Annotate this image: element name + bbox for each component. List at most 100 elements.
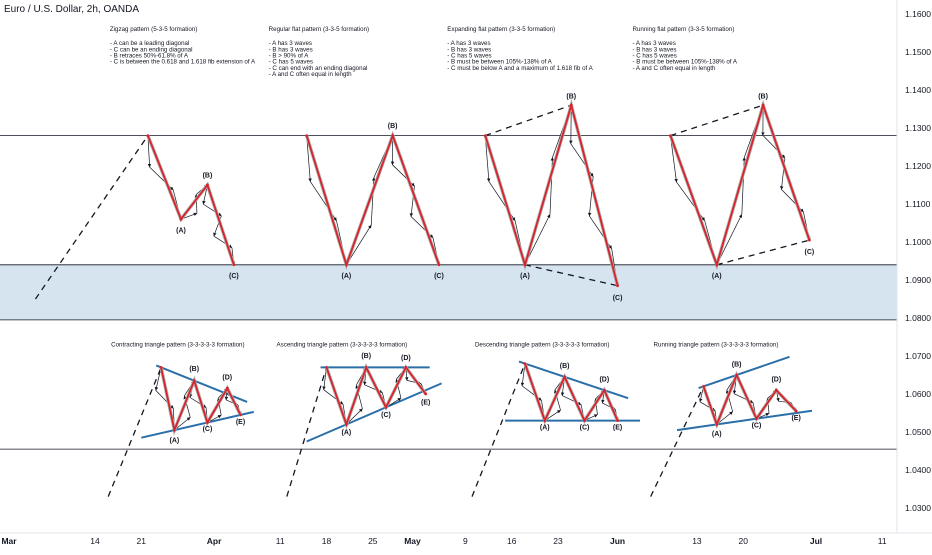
wave-label: (A) xyxy=(540,424,550,431)
x-tick-label: 20 xyxy=(739,536,749,546)
wave-point xyxy=(735,374,738,377)
y-tick-label: 1.1000 xyxy=(905,237,931,247)
pattern-title: Expanding flat pattern (3-3-5 formation) xyxy=(447,26,555,33)
y-tick-label: 1.0600 xyxy=(905,389,931,399)
wave-point xyxy=(345,263,348,266)
wave-label: (B) xyxy=(566,93,576,100)
wave-label: (E) xyxy=(613,424,622,431)
pattern-title: Regular flat pattern (3-3-5 formation) xyxy=(269,26,369,33)
wave-label: (B) xyxy=(732,361,742,368)
wave-label: (B) xyxy=(560,363,570,370)
wave-point xyxy=(193,379,196,382)
wave-point xyxy=(715,263,718,266)
x-tick-label: 25 xyxy=(368,536,378,546)
wave-label: (D) xyxy=(222,375,232,382)
y-tick-label: 1.1200 xyxy=(905,161,931,171)
y-tick-label: 1.1100 xyxy=(905,199,931,209)
pattern-note: - C must be below A and a maximum of 1.6… xyxy=(447,65,593,72)
x-tick-label: 11 xyxy=(276,536,285,546)
wave-point xyxy=(775,389,778,392)
x-tick-label: 23 xyxy=(553,536,563,546)
wave-label: (A) xyxy=(712,273,722,280)
chart-title: Euro / U.S. Dollar, 2h, OANDA xyxy=(4,4,139,15)
wave-point xyxy=(404,366,407,369)
wave-point xyxy=(239,414,242,417)
wave-point xyxy=(583,419,586,422)
wave-point xyxy=(147,134,150,137)
x-tick-label: 14 xyxy=(90,536,100,546)
wave-point xyxy=(438,263,441,266)
wave-path-0 xyxy=(148,136,234,265)
y-tick-label: 1.0300 xyxy=(905,503,931,513)
wave-point xyxy=(391,134,394,137)
wave-point xyxy=(345,423,348,426)
y-tick-label: 1.1300 xyxy=(905,123,931,133)
wave-point xyxy=(173,429,176,432)
wave-label: (D) xyxy=(401,355,411,362)
wave-point xyxy=(795,410,798,413)
expanding-top-dashed-line xyxy=(485,105,571,135)
pattern-title: Running flat pattern (3-3-5 formation) xyxy=(632,26,734,33)
wave-path-halo-0 xyxy=(148,136,234,265)
wave-label: (C) xyxy=(580,424,590,431)
wave-point xyxy=(563,376,566,379)
wave-label: (B) xyxy=(189,366,199,373)
x-tick-label: 21 xyxy=(137,536,147,546)
wave-point xyxy=(524,362,527,365)
y-tick-label: 1.0700 xyxy=(905,351,931,361)
wave-point xyxy=(160,366,163,369)
triangle-upper-trendline xyxy=(156,365,247,402)
wave-label: (B) xyxy=(203,172,213,179)
wave-label: (B) xyxy=(758,93,768,100)
wave-label: (C) xyxy=(434,273,444,280)
x-tick-label: 13 xyxy=(692,536,702,546)
x-tick-label: 9 xyxy=(463,536,468,546)
lead-in-dashed-line xyxy=(287,367,327,496)
y-tick-label: 1.0900 xyxy=(905,275,931,285)
wave-label: (C) xyxy=(613,295,623,302)
y-tick-label: 1.0500 xyxy=(905,427,931,437)
wave-point xyxy=(484,134,487,137)
wave-label: (A) xyxy=(520,273,530,280)
pattern-title: Running triangle pattern (3-3-3-3-3 form… xyxy=(654,342,779,349)
y-tick-label: 1.1400 xyxy=(905,85,931,95)
wave-point xyxy=(543,419,546,422)
lead-in-dashed-line xyxy=(651,386,704,496)
wave-path-3 xyxy=(671,105,810,265)
wave-point xyxy=(385,406,388,409)
x-tick-label: Jul xyxy=(810,536,822,546)
wave-point xyxy=(365,366,368,369)
wave-point xyxy=(702,385,705,388)
wave-label: (A) xyxy=(170,437,180,444)
x-tick-label: 11 xyxy=(878,536,887,546)
x-tick-label: Mar xyxy=(1,536,17,546)
wave-label: (C) xyxy=(805,249,815,256)
lead-in-dashed-line xyxy=(108,367,161,496)
bottom-dashed-line xyxy=(717,240,810,265)
x-tick-label: 18 xyxy=(322,536,332,546)
wave-point xyxy=(305,134,308,137)
wave-point xyxy=(180,218,183,221)
wave-label: (A) xyxy=(341,430,351,437)
wave-point xyxy=(669,134,672,137)
wave-path-6 xyxy=(525,364,618,421)
wave-label: (A) xyxy=(341,273,351,280)
wave-label: (C) xyxy=(203,426,213,433)
wave-label: (B) xyxy=(388,123,398,130)
wave-label: (A) xyxy=(176,228,186,235)
pattern-title: Contracting triangle pattern (3-3-3-3-3 … xyxy=(111,342,244,349)
wave-label: (E) xyxy=(236,419,245,426)
y-tick-label: 1.0800 xyxy=(905,313,931,323)
pattern-title: Descending triangle pattern (3-3-3-3-3 f… xyxy=(475,342,609,349)
wave-point xyxy=(570,104,573,107)
expanding-top-dashed-line xyxy=(670,105,763,135)
x-tick-label: 16 xyxy=(507,536,517,546)
wave-label: (B) xyxy=(361,353,371,360)
wave-point xyxy=(603,389,606,392)
pattern-note: - C is between the 0.618 and 1.618 fib e… xyxy=(110,59,256,66)
wave-label: (C) xyxy=(752,422,762,429)
wave-point xyxy=(226,387,229,390)
pattern-note: - A and C often equal in length xyxy=(269,71,352,78)
wave-point xyxy=(755,417,758,420)
